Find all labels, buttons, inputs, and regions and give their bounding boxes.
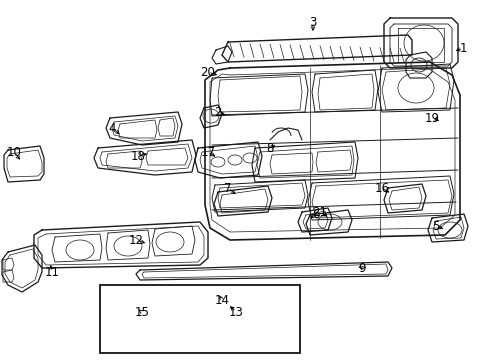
Text: 16: 16	[374, 181, 389, 194]
Text: 20: 20	[200, 66, 215, 78]
Text: 12: 12	[128, 234, 143, 247]
Text: 21: 21	[312, 206, 327, 219]
Text: 3: 3	[309, 15, 316, 28]
Text: 11: 11	[44, 266, 60, 279]
Text: 9: 9	[358, 261, 365, 274]
Text: 17: 17	[200, 145, 215, 158]
Text: 4: 4	[108, 122, 116, 135]
Text: 10: 10	[6, 145, 21, 158]
Text: 15: 15	[134, 306, 149, 319]
Text: 18: 18	[130, 149, 145, 162]
Text: 1: 1	[458, 41, 466, 54]
Text: 6: 6	[312, 207, 319, 220]
Text: 5: 5	[431, 220, 439, 233]
Text: 8: 8	[266, 141, 273, 154]
Text: 13: 13	[228, 306, 243, 319]
Text: 14: 14	[214, 293, 229, 306]
Bar	[100, 285, 299, 353]
Text: 19: 19	[424, 112, 439, 125]
Text: 2: 2	[214, 105, 221, 118]
Text: 7: 7	[224, 181, 231, 194]
